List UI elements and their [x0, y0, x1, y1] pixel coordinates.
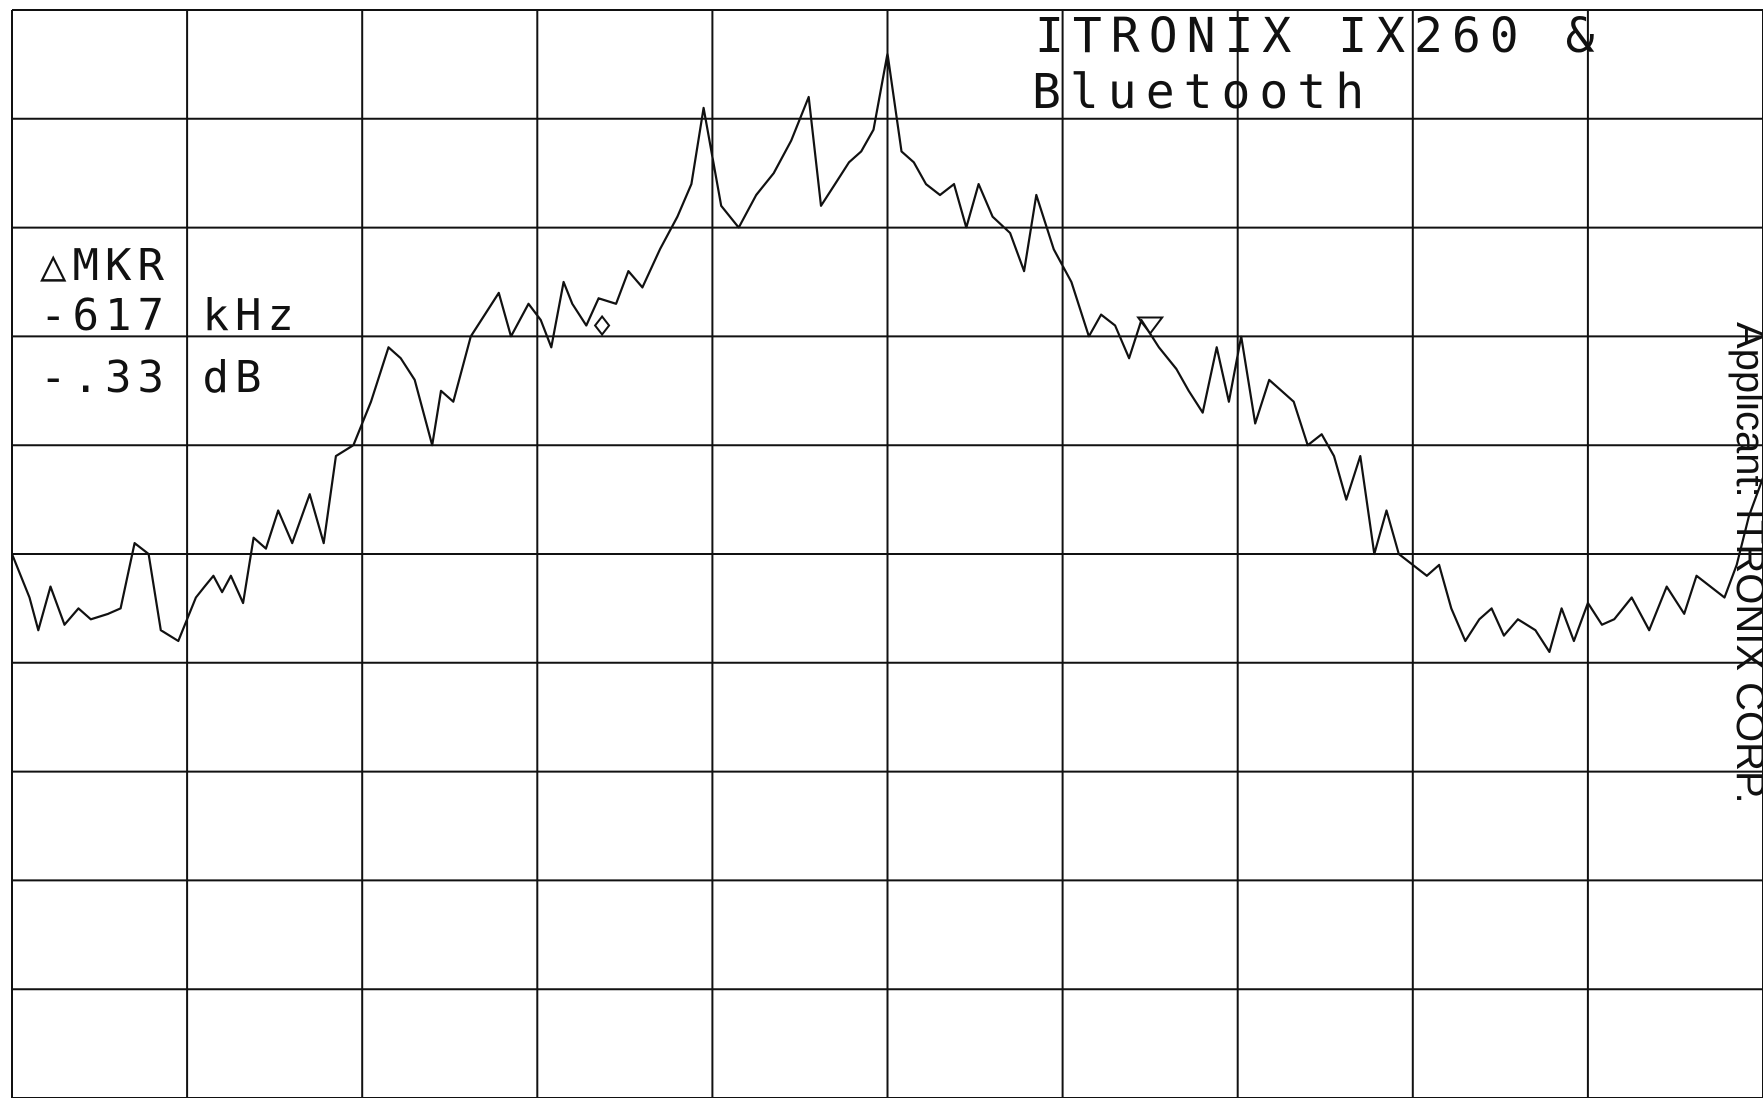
triangle-marker	[1136, 316, 1165, 336]
plot-grid	[11, 9, 1763, 1098]
applicant-label: Applicant: ITRONIX CORP.	[1728, 322, 1763, 804]
marker-frequency: -617 kHz	[40, 290, 300, 341]
chart-title-line-2: Bluetooth	[1032, 64, 1373, 120]
marker-label: △MKR	[40, 240, 170, 291]
marker-level: -.33 dB	[40, 352, 267, 403]
chart-title-line-1: ITRONIX IX260 &	[1035, 8, 1603, 64]
diamond-marker	[593, 314, 611, 337]
spectrum-trace	[10, 52, 1763, 653]
trace-markers	[593, 314, 1165, 337]
